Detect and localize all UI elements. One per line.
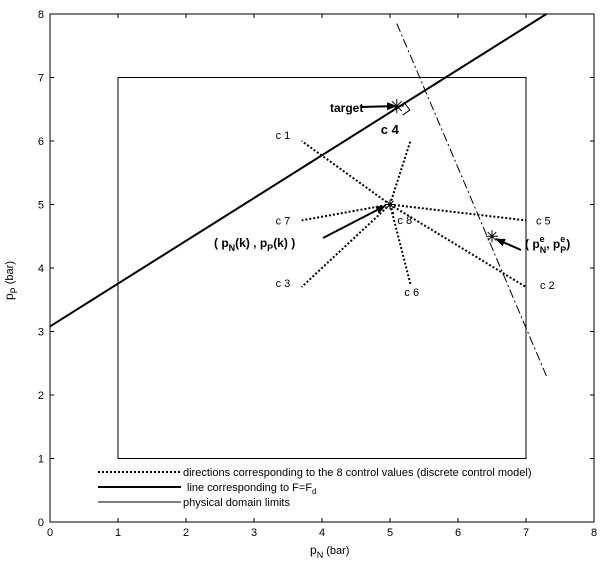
direction-line: [389, 203, 527, 288]
x-tick-label: 1: [115, 527, 121, 539]
y-tick-label: 6: [38, 136, 44, 148]
legend-thick-label: line corresponding to F=Fd: [187, 482, 317, 496]
y-axis-ticks: 0 1 2 3 4 5 6 7 8: [38, 9, 594, 529]
x-tick-label: 2: [183, 527, 189, 539]
y-tick-label: 0: [38, 517, 44, 529]
direction-label: c 2: [540, 280, 555, 292]
direction-line: [301, 140, 391, 206]
center-arrow: [322, 205, 386, 239]
legend: directions corresponding to the 8 contro…: [98, 467, 532, 509]
direction-line: [301, 203, 391, 222]
x-tick-label: 8: [591, 527, 597, 539]
x-tick-label: 7: [523, 527, 529, 539]
direction-label: c 5: [536, 215, 551, 227]
direction-line: [389, 203, 527, 222]
target-label: target: [330, 101, 363, 115]
y-tick-label: 4: [38, 263, 44, 275]
direction-label: c 6: [404, 287, 419, 299]
y-tick-label: 1: [38, 454, 44, 466]
center-label: ( pN(k) , pP(k) ): [214, 236, 295, 253]
x-tick-label: 3: [251, 527, 257, 539]
physical-domain-rect: [117, 77, 527, 459]
x-tick-label: 4: [319, 527, 325, 539]
equilibrium-annotation: ( pe N, pe P): [495, 234, 570, 255]
y-tick-label: 8: [38, 9, 44, 21]
x-tick-label: 0: [47, 527, 53, 539]
x-tick-label: 5: [387, 527, 393, 539]
equilibrium-label: ( pe N, pe P): [525, 234, 570, 255]
dashdot-line: [396, 23, 547, 377]
center-annotation: ( pN(k) , pP(k) ): [214, 205, 386, 253]
y-tick-label: 5: [38, 200, 44, 212]
direction-line: [300, 203, 391, 288]
legend-dotted-label: directions corresponding to the 8 contro…: [183, 467, 532, 479]
direction-label: c 1: [276, 130, 291, 142]
force-line: [49, 13, 547, 328]
y-tick-label: 7: [38, 73, 44, 85]
direction-line: [389, 204, 395, 215]
direction-label: c 4: [381, 122, 400, 137]
x-axis-label: pN (bar): [310, 543, 349, 560]
direction-label: c 3: [276, 278, 291, 290]
x-tick-label: 6: [455, 527, 461, 539]
equilibrium-point-marker: [486, 230, 498, 243]
equilibrium-arrow: [495, 238, 522, 251]
target-arrow: [361, 102, 397, 111]
y-axis-label: pP (bar): [2, 261, 19, 300]
direction-label: c 8: [397, 215, 412, 227]
center-point-marker: [385, 199, 395, 210]
right-angle-marker: [402, 101, 411, 116]
direction-line: [389, 140, 412, 205]
control-directions: c 1 c 2 c 3 c 4 c 5 c 6 c 7 c 8: [276, 122, 555, 299]
direction-label: c 7: [276, 215, 291, 227]
legend-thin-label: physical domain limits: [183, 497, 290, 509]
y-tick-label: 3: [38, 327, 44, 339]
y-tick-label: 2: [38, 390, 44, 402]
target-annotation: target: [330, 101, 397, 115]
x-axis-ticks: 0 1 2 3 4 5 6 7 8: [47, 14, 597, 539]
direction-line: [389, 204, 412, 285]
